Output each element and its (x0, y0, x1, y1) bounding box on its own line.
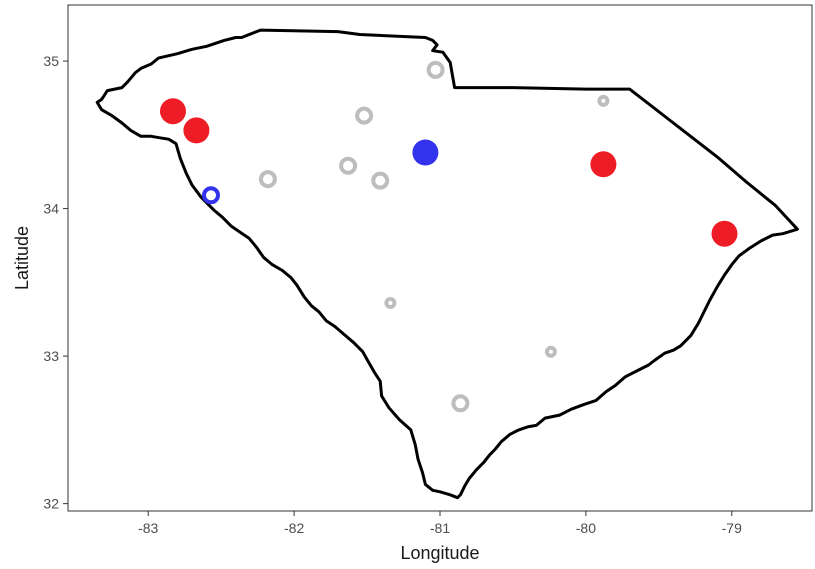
station-point (160, 98, 186, 125)
station-point (711, 220, 738, 247)
station-point (544, 345, 557, 358)
station-point (355, 106, 374, 125)
x-tick-label: -83 (138, 520, 158, 536)
y-tick-label: 32 (43, 496, 59, 512)
station-point (451, 394, 470, 413)
station-point (384, 297, 397, 309)
y-axis-title: Latitude (12, 226, 32, 290)
x-axis: -83 -82 -81 -80 -79 (138, 511, 742, 536)
south-carolina-outline (95, 28, 799, 500)
state-outline-layer (95, 28, 799, 500)
panel-background (67, 4, 813, 512)
station-point (590, 151, 617, 178)
x-tick-label: -82 (284, 520, 304, 536)
x-tick-label: -80 (576, 520, 596, 536)
station-point (426, 60, 445, 79)
y-tick-label: 35 (43, 53, 59, 69)
station-point (597, 94, 610, 107)
station-point (412, 139, 439, 166)
x-axis-title: Longitude (400, 543, 479, 563)
station-point (371, 171, 390, 190)
x-tick-label: -79 (722, 520, 742, 536)
y-tick-label: 34 (43, 201, 59, 217)
station-point (183, 117, 210, 144)
station-point (258, 170, 277, 189)
y-axis: 32 33 34 35 (43, 53, 68, 512)
station-points-layer (160, 60, 738, 413)
x-tick-label: -81 (430, 520, 450, 536)
station-point (202, 186, 220, 205)
y-tick-label: 33 (43, 348, 59, 364)
station-point (339, 156, 358, 175)
